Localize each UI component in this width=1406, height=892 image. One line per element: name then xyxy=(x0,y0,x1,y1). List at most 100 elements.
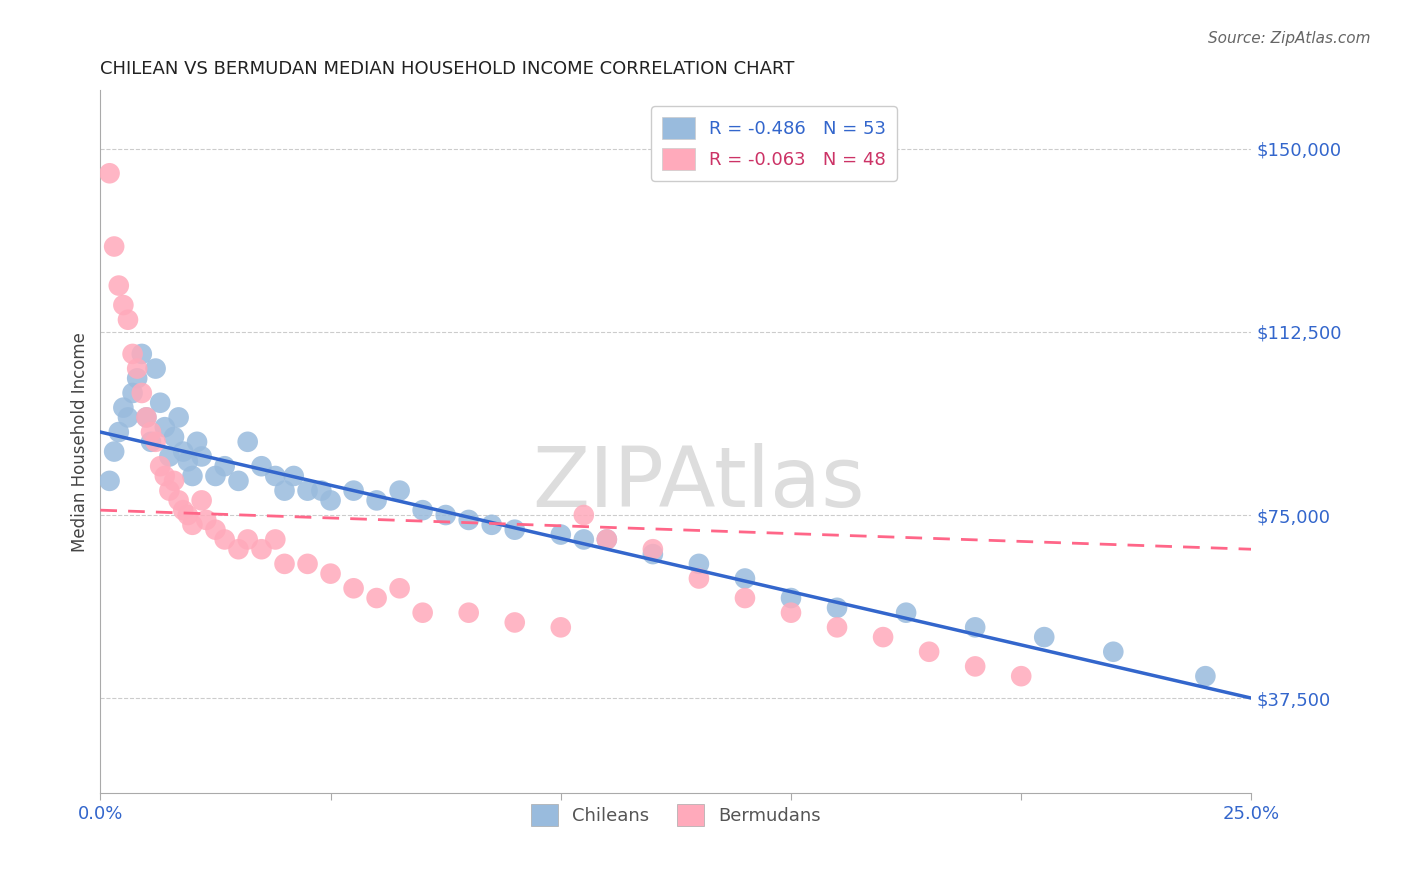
Point xyxy=(250,542,273,557)
Point xyxy=(297,557,319,571)
Point xyxy=(167,410,190,425)
Point xyxy=(481,517,503,532)
Point xyxy=(872,630,894,644)
Point xyxy=(503,523,526,537)
Point xyxy=(825,600,848,615)
Point xyxy=(228,474,250,488)
Text: Source: ZipAtlas.com: Source: ZipAtlas.com xyxy=(1208,31,1371,46)
Point xyxy=(117,410,139,425)
Point xyxy=(342,582,364,596)
Point xyxy=(641,547,664,561)
Point xyxy=(139,434,162,449)
Point xyxy=(149,396,172,410)
Point xyxy=(457,513,479,527)
Point xyxy=(734,572,756,586)
Point xyxy=(145,361,167,376)
Point xyxy=(153,469,176,483)
Point xyxy=(103,239,125,253)
Point xyxy=(112,298,135,312)
Point xyxy=(283,469,305,483)
Point xyxy=(186,434,208,449)
Point xyxy=(139,425,162,439)
Point xyxy=(177,454,200,468)
Point xyxy=(131,347,153,361)
Point xyxy=(1033,630,1056,644)
Point xyxy=(145,434,167,449)
Text: ZIPAtlas: ZIPAtlas xyxy=(533,443,865,524)
Point xyxy=(780,591,803,605)
Point xyxy=(1102,645,1125,659)
Point xyxy=(181,469,204,483)
Point xyxy=(434,508,457,522)
Point xyxy=(98,166,121,180)
Point xyxy=(177,508,200,522)
Point xyxy=(135,410,157,425)
Point xyxy=(273,557,295,571)
Point xyxy=(98,474,121,488)
Point xyxy=(172,503,194,517)
Point xyxy=(688,557,710,571)
Point xyxy=(172,444,194,458)
Point xyxy=(264,469,287,483)
Point xyxy=(273,483,295,498)
Point xyxy=(550,620,572,634)
Point xyxy=(311,483,333,498)
Point xyxy=(236,434,259,449)
Point xyxy=(149,459,172,474)
Point xyxy=(214,459,236,474)
Point xyxy=(388,582,411,596)
Point xyxy=(780,606,803,620)
Point xyxy=(734,591,756,605)
Point xyxy=(236,533,259,547)
Point xyxy=(366,591,388,605)
Point xyxy=(1194,669,1216,683)
Point xyxy=(163,430,186,444)
Point xyxy=(214,533,236,547)
Point xyxy=(127,361,149,376)
Point xyxy=(641,542,664,557)
Point xyxy=(121,347,143,361)
Point xyxy=(190,493,212,508)
Point xyxy=(596,533,619,547)
Point xyxy=(250,459,273,474)
Point xyxy=(297,483,319,498)
Point xyxy=(153,420,176,434)
Point xyxy=(1010,669,1032,683)
Point xyxy=(572,533,595,547)
Point xyxy=(190,450,212,464)
Point xyxy=(388,483,411,498)
Point xyxy=(596,533,619,547)
Legend: Chileans, Bermudans: Chileans, Bermudans xyxy=(523,797,828,833)
Point xyxy=(167,493,190,508)
Point xyxy=(457,606,479,620)
Point xyxy=(195,513,218,527)
Point xyxy=(503,615,526,630)
Point xyxy=(112,401,135,415)
Point xyxy=(228,542,250,557)
Point xyxy=(117,312,139,326)
Point xyxy=(107,278,129,293)
Point xyxy=(181,517,204,532)
Point xyxy=(319,493,342,508)
Point xyxy=(965,659,987,673)
Point xyxy=(131,386,153,401)
Point xyxy=(204,469,226,483)
Point xyxy=(412,503,434,517)
Point xyxy=(319,566,342,581)
Point xyxy=(135,410,157,425)
Point xyxy=(121,386,143,401)
Point xyxy=(366,493,388,508)
Point xyxy=(918,645,941,659)
Point xyxy=(264,533,287,547)
Point xyxy=(965,620,987,634)
Point xyxy=(688,572,710,586)
Text: CHILEAN VS BERMUDAN MEDIAN HOUSEHOLD INCOME CORRELATION CHART: CHILEAN VS BERMUDAN MEDIAN HOUSEHOLD INC… xyxy=(100,60,794,78)
Point xyxy=(572,508,595,522)
Point xyxy=(825,620,848,634)
Point xyxy=(163,474,186,488)
Point xyxy=(157,450,180,464)
Y-axis label: Median Household Income: Median Household Income xyxy=(72,332,89,552)
Point xyxy=(204,523,226,537)
Point xyxy=(550,527,572,541)
Point xyxy=(894,606,917,620)
